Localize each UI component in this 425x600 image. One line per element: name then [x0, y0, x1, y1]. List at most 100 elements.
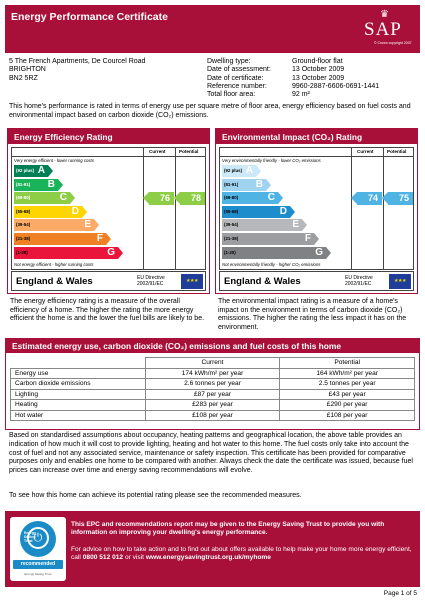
website-link[interactable]: www.energysavingtrust.org.uk/myhome: [145, 554, 271, 562]
eu-directive-line: 2002/91/EC: [137, 281, 164, 287]
certificate-details: Dwelling type: Ground-floor flat Date of …: [207, 58, 379, 99]
energy-saving-trust-logo: ⏻ Energy Saving Trust recommended Energy…: [10, 517, 66, 581]
rating-band-f: (21-38) F: [222, 233, 319, 245]
band-range: (69-80): [224, 195, 239, 201]
rating-band-b: (81-91) B: [222, 178, 271, 191]
score-arrow-tip: [351, 191, 357, 204]
score-arrow-tip: [143, 191, 149, 204]
potential-column-header: Potential: [179, 149, 199, 154]
detail-value: 92 m²: [292, 91, 310, 99]
rating-band-a: (92 plus) A: [222, 165, 261, 177]
current-value: £108 per year: [144, 409, 281, 421]
band-arrow-tip: [302, 219, 307, 232]
detail-label: Reference number:: [207, 82, 267, 90]
band-letter: C: [59, 192, 67, 204]
row-label: Energy use: [10, 367, 146, 379]
band-range: (81-91): [224, 181, 239, 187]
current-column-header: Current: [144, 357, 281, 369]
column-divider: [143, 148, 144, 269]
band-arrow-tip: [290, 205, 295, 218]
detail-value: 13 October 2009: [292, 66, 345, 74]
rating-band-a: (92 plus) A: [14, 165, 53, 177]
band-range: (1-20): [16, 249, 28, 255]
band-letter: B: [47, 178, 55, 190]
eu-flag-icon: ★★★: [389, 274, 411, 289]
logo-name-line: Trust: [24, 539, 33, 543]
band-range: (1-20): [224, 249, 236, 255]
rating-band-e: (39-54) E: [14, 219, 99, 232]
estimated-costs-section: Estimated energy use, carbon dioxide (CO…: [5, 338, 420, 430]
current-column-header: Current: [357, 149, 374, 154]
band-range: (92 plus): [224, 168, 243, 173]
power-icon: ⏻: [27, 527, 49, 549]
potential-value: 164 kWh/m² per year: [279, 367, 415, 379]
costs-table: Current Potential Energy use 174 kWh/m² …: [10, 357, 415, 421]
potential-value: £43 per year: [279, 388, 415, 400]
recommendation-note: To see how this home can achieve its pot…: [9, 492, 302, 499]
detail-row: Total floor area: 92 m²: [207, 91, 379, 99]
detail-value: Ground-floor flat: [292, 58, 343, 65]
region-label: England & Wales: [224, 276, 301, 287]
eu-flag-icon: ★★★: [181, 274, 203, 289]
band-arrow-tip: [106, 233, 111, 245]
top-note: Very environmentally friendly - lower CO…: [222, 158, 321, 163]
rating-band-f: (21-38) F: [14, 233, 111, 245]
detail-row: Date of certificate: 13 October 2009: [207, 75, 379, 83]
score-arrow-tip: [382, 191, 388, 204]
column-divider: [175, 148, 176, 269]
band-arrow-tip: [70, 192, 75, 205]
address-line: BN2 5RZ: [9, 74, 38, 82]
band-arrow-tip: [48, 165, 53, 177]
table-row: Carbon dioxide emissions 2.6 tonnes per …: [10, 378, 415, 390]
intro-text: This home's performance is rated in term…: [9, 103, 411, 119]
band-letter: A: [245, 165, 253, 176]
band-arrow-tip: [278, 192, 283, 205]
band-letter: E: [84, 219, 91, 231]
band-letter: D: [71, 205, 79, 217]
band-arrow-tip: [256, 165, 261, 177]
current-value: 2.6 tonnes per year: [144, 378, 281, 390]
rating-title: Environmental Impact (CO₂) Rating: [216, 129, 417, 144]
rating-title: Energy Efficiency Rating: [8, 129, 209, 144]
address-line: 5 The French Apartments, De Courcel Road: [9, 58, 146, 65]
detail-label: Date of certificate:: [207, 74, 264, 82]
phone-number[interactable]: 0800 512 012: [82, 554, 124, 562]
energy-saving-trust-panel: ⏻ Energy Saving Trust recommended Energy…: [5, 511, 420, 587]
band-letter: F: [304, 233, 311, 244]
eu-directive-line: EU Directive: [137, 275, 165, 281]
logo-name: Energy Saving Trust: [24, 531, 36, 543]
potential-column-header: Potential: [387, 149, 407, 154]
current-value: £87 per year: [144, 388, 281, 400]
sap-logo: ♛ SAP © Crown copyright 2007: [362, 9, 416, 49]
current-rating-score: 74: [351, 191, 382, 205]
rating-footer: England & Wales EU Directive 2002/91/EC …: [219, 271, 414, 291]
bottom-note: Not environmentally friendly - higher CO…: [222, 262, 321, 267]
rating-band-d: (55-68) D: [14, 205, 87, 218]
band-letter: F: [96, 233, 103, 244]
band-arrow-tip: [266, 178, 271, 191]
band-arrow-tip: [326, 246, 331, 259]
crown-icon: ♛: [380, 9, 389, 20]
detail-label: Dwelling type:: [207, 58, 251, 65]
bottom-note: Not energy efficient - higher running co…: [14, 262, 94, 267]
sap-copyright: © Crown copyright 2007: [374, 41, 412, 45]
header-divider: [12, 156, 205, 157]
efficiency-description: The energy efficiency rating is a measur…: [10, 298, 205, 322]
rating-scale: Current Potential Very environmentally f…: [219, 147, 414, 270]
rating-band-c: (69-80) C: [222, 192, 283, 205]
certificate-header: Energy Performance Certificate ♛ SAP © C…: [5, 5, 420, 53]
band-letter: B: [255, 178, 263, 190]
recommended-badge: recommended: [13, 560, 63, 569]
row-label: Hot water: [10, 409, 146, 421]
table-header-row: Current Potential: [10, 357, 415, 369]
detail-row: Date of assessment: 13 October 2009: [207, 66, 379, 74]
current-value: £283 per year: [144, 399, 281, 411]
rating-footer: England & Wales EU Directive 2002/91/EC …: [11, 271, 206, 291]
band-letter: E: [292, 219, 299, 231]
band-range: (39-54): [16, 222, 31, 228]
sap-logo-text: SAP: [364, 19, 402, 40]
current-rating-score: 76: [143, 191, 174, 205]
contact-prefix: For advice on how to take action and to …: [71, 546, 412, 562]
detail-value: 13 October 2009: [292, 74, 345, 82]
band-letter: G: [107, 246, 115, 258]
